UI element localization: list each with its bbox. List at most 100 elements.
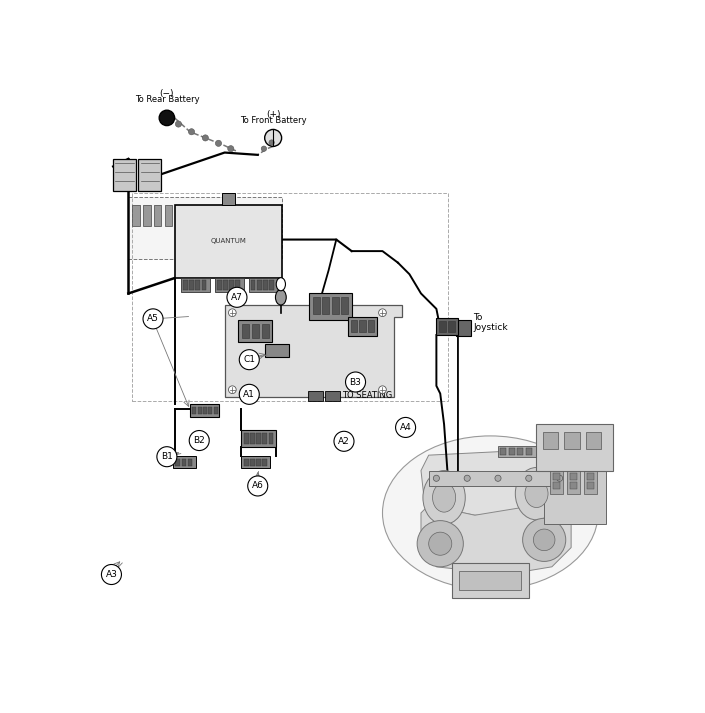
Circle shape [495, 475, 501, 481]
Circle shape [269, 140, 274, 145]
FancyBboxPatch shape [360, 320, 366, 332]
FancyBboxPatch shape [256, 459, 261, 466]
Circle shape [216, 140, 221, 146]
Text: TO SEATING: TO SEATING [343, 391, 393, 401]
Polygon shape [225, 305, 402, 397]
Circle shape [379, 386, 386, 394]
Ellipse shape [383, 436, 598, 590]
Ellipse shape [423, 471, 465, 525]
Ellipse shape [515, 468, 558, 520]
FancyBboxPatch shape [250, 459, 255, 466]
FancyBboxPatch shape [537, 424, 613, 471]
FancyBboxPatch shape [214, 406, 218, 414]
Text: B1: B1 [161, 452, 173, 461]
Circle shape [262, 146, 266, 151]
FancyBboxPatch shape [262, 459, 267, 466]
FancyBboxPatch shape [197, 406, 202, 414]
FancyBboxPatch shape [244, 459, 248, 466]
Circle shape [556, 475, 563, 481]
FancyBboxPatch shape [543, 432, 558, 449]
FancyBboxPatch shape [180, 278, 210, 292]
FancyBboxPatch shape [203, 406, 207, 414]
Circle shape [188, 128, 195, 135]
Text: C1: C1 [243, 355, 255, 364]
FancyBboxPatch shape [517, 448, 523, 455]
Circle shape [202, 135, 209, 141]
FancyBboxPatch shape [331, 297, 338, 314]
FancyBboxPatch shape [341, 297, 348, 314]
FancyBboxPatch shape [436, 318, 458, 335]
FancyBboxPatch shape [269, 280, 274, 289]
Text: A7: A7 [231, 293, 243, 302]
Circle shape [526, 475, 532, 481]
FancyBboxPatch shape [202, 280, 206, 289]
Circle shape [417, 520, 463, 567]
FancyBboxPatch shape [229, 280, 234, 289]
FancyBboxPatch shape [251, 280, 255, 289]
FancyBboxPatch shape [256, 433, 261, 443]
Text: A4: A4 [400, 423, 412, 432]
Circle shape [239, 384, 259, 404]
FancyBboxPatch shape [429, 471, 552, 486]
Ellipse shape [525, 480, 548, 508]
Ellipse shape [433, 483, 455, 512]
Text: To Front Battery: To Front Battery [240, 116, 307, 125]
Circle shape [239, 349, 259, 369]
FancyBboxPatch shape [553, 473, 560, 480]
FancyBboxPatch shape [222, 193, 235, 205]
Circle shape [157, 446, 177, 467]
FancyBboxPatch shape [309, 294, 352, 320]
Text: A5: A5 [147, 314, 159, 324]
FancyBboxPatch shape [128, 198, 283, 259]
Polygon shape [175, 205, 283, 278]
FancyBboxPatch shape [564, 432, 580, 449]
FancyBboxPatch shape [313, 297, 320, 314]
FancyBboxPatch shape [570, 473, 577, 480]
FancyBboxPatch shape [244, 433, 248, 443]
Circle shape [176, 121, 181, 127]
FancyBboxPatch shape [553, 482, 560, 489]
FancyBboxPatch shape [133, 205, 140, 227]
Circle shape [429, 532, 452, 555]
FancyBboxPatch shape [235, 280, 240, 289]
Circle shape [396, 417, 416, 438]
FancyBboxPatch shape [526, 448, 532, 455]
FancyBboxPatch shape [209, 406, 212, 414]
FancyBboxPatch shape [439, 321, 446, 332]
FancyBboxPatch shape [189, 280, 194, 289]
FancyBboxPatch shape [498, 446, 537, 458]
FancyBboxPatch shape [217, 280, 221, 289]
Circle shape [228, 145, 234, 152]
Circle shape [434, 475, 439, 481]
FancyBboxPatch shape [348, 317, 377, 336]
FancyBboxPatch shape [551, 471, 563, 493]
FancyBboxPatch shape [586, 432, 601, 449]
FancyBboxPatch shape [143, 205, 151, 227]
FancyBboxPatch shape [351, 320, 357, 332]
FancyBboxPatch shape [568, 471, 580, 493]
Circle shape [247, 476, 268, 496]
FancyBboxPatch shape [190, 404, 219, 416]
FancyBboxPatch shape [250, 433, 255, 443]
FancyBboxPatch shape [452, 563, 529, 597]
FancyBboxPatch shape [322, 297, 329, 314]
Text: To
Joystick: To Joystick [473, 313, 508, 332]
Text: A1: A1 [243, 390, 255, 399]
FancyBboxPatch shape [238, 320, 272, 342]
FancyBboxPatch shape [138, 159, 161, 191]
FancyBboxPatch shape [176, 459, 180, 466]
FancyBboxPatch shape [164, 205, 172, 227]
Text: B2: B2 [193, 436, 205, 445]
FancyBboxPatch shape [195, 280, 200, 289]
FancyBboxPatch shape [192, 406, 196, 414]
FancyBboxPatch shape [308, 391, 323, 401]
FancyBboxPatch shape [223, 280, 228, 289]
FancyBboxPatch shape [263, 280, 268, 289]
FancyBboxPatch shape [188, 459, 192, 466]
Circle shape [522, 518, 565, 561]
Circle shape [143, 309, 163, 329]
FancyBboxPatch shape [262, 433, 267, 443]
FancyBboxPatch shape [266, 344, 288, 357]
FancyBboxPatch shape [173, 456, 196, 468]
Circle shape [334, 431, 354, 451]
